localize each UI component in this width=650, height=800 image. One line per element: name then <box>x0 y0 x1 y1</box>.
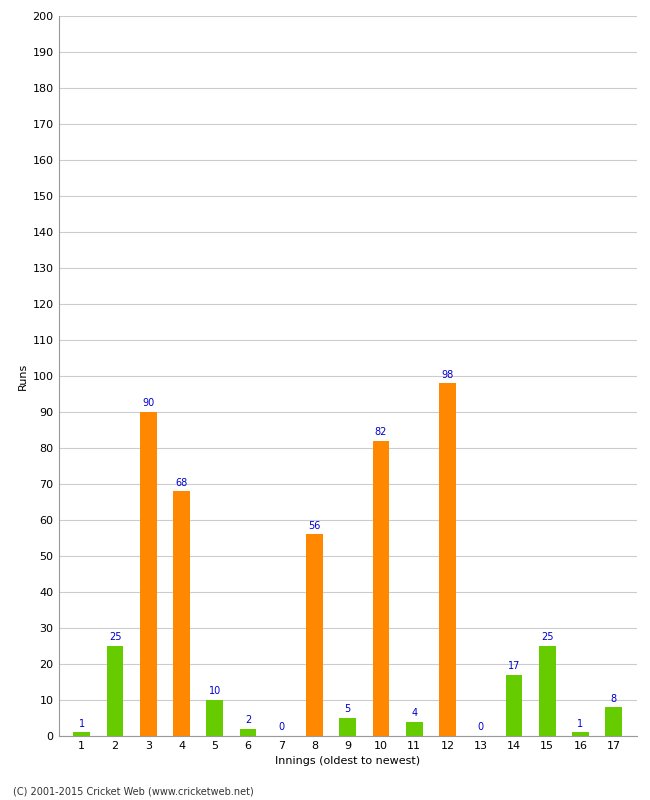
Text: 98: 98 <box>441 370 454 380</box>
Text: 1: 1 <box>79 719 85 729</box>
Text: 10: 10 <box>209 686 221 696</box>
Text: 25: 25 <box>541 632 554 642</box>
Text: 17: 17 <box>508 661 520 671</box>
Bar <box>539 646 556 736</box>
X-axis label: Innings (oldest to newest): Innings (oldest to newest) <box>275 757 421 766</box>
Text: 25: 25 <box>109 632 122 642</box>
Text: 5: 5 <box>344 705 351 714</box>
Bar <box>372 441 389 736</box>
Bar <box>107 646 124 736</box>
Text: 2: 2 <box>245 715 251 726</box>
Text: 56: 56 <box>308 521 320 531</box>
Text: 90: 90 <box>142 398 155 408</box>
Text: (C) 2001-2015 Cricket Web (www.cricketweb.net): (C) 2001-2015 Cricket Web (www.cricketwe… <box>13 786 254 796</box>
Text: 0: 0 <box>478 722 484 733</box>
Text: 8: 8 <box>610 694 617 704</box>
Text: 1: 1 <box>577 719 584 729</box>
Bar <box>207 700 223 736</box>
Bar <box>439 383 456 736</box>
Bar <box>406 722 422 736</box>
Bar <box>240 729 256 736</box>
Bar <box>173 491 190 736</box>
Y-axis label: Runs: Runs <box>18 362 29 390</box>
Bar <box>506 675 523 736</box>
Bar <box>572 733 589 736</box>
Bar <box>339 718 356 736</box>
Text: 0: 0 <box>278 722 284 733</box>
Text: 68: 68 <box>176 478 188 488</box>
Bar <box>140 412 157 736</box>
Bar <box>605 707 622 736</box>
Text: 82: 82 <box>375 427 387 437</box>
Bar <box>306 534 323 736</box>
Text: 4: 4 <box>411 708 417 718</box>
Bar <box>73 733 90 736</box>
